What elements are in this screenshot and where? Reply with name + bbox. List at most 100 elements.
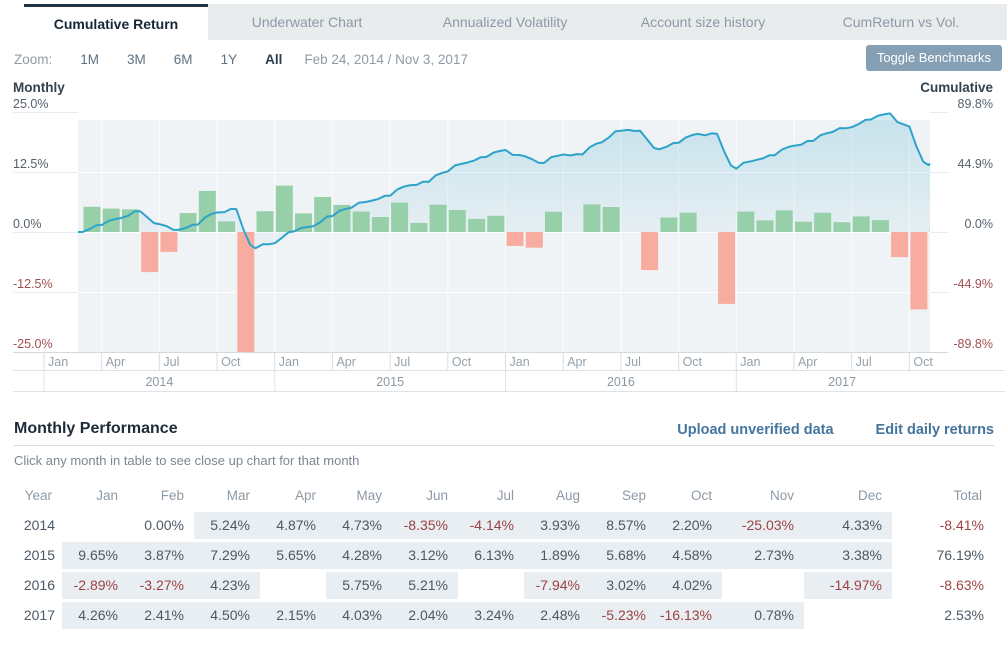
cell-2016-sep[interactable]: 3.02% <box>590 572 656 599</box>
year-label: 2014 <box>23 517 55 533</box>
svg-text:12.5%: 12.5% <box>13 157 48 171</box>
column-header-apr: Apr <box>294 488 316 503</box>
cell-2015-sep[interactable]: 5.68% <box>590 542 656 569</box>
bar-2014-07 <box>160 232 178 252</box>
cell-2015-feb[interactable]: 3.87% <box>128 542 194 569</box>
cell-2017-dec[interactable] <box>804 602 892 629</box>
cell-2014-nov[interactable]: -25.03% <box>722 512 804 539</box>
svg-text:Jul: Jul <box>394 355 410 369</box>
zoom-range-6m[interactable]: 6M <box>173 51 193 67</box>
cell-2016-may[interactable]: 5.75% <box>326 572 392 599</box>
cell-2015-mar[interactable]: 7.29% <box>194 542 260 569</box>
cell-2014-dec[interactable]: 4.33% <box>804 512 892 539</box>
plot-background <box>78 120 930 352</box>
cell-2014-aug[interactable]: 3.93% <box>524 512 590 539</box>
cell-2016-jul[interactable] <box>458 572 524 599</box>
cell-2014-jul[interactable]: -4.14% <box>458 512 524 539</box>
bar-2017-08 <box>871 220 889 232</box>
zoom-range-1y[interactable]: 1Y <box>220 51 238 67</box>
cell-2015-oct[interactable]: 4.58% <box>656 542 722 569</box>
total-cell-2016: -8.63% <box>939 577 984 593</box>
bar-2017-09 <box>891 232 909 258</box>
chart-y-axis-left: Monthly 25.0% 12.5% 0.0% -12.5% -25.0% <box>13 80 65 351</box>
cell-2014-mar[interactable]: 5.24% <box>194 512 260 539</box>
cell-2017-may[interactable]: 4.03% <box>326 602 392 629</box>
bar-2015-06 <box>371 217 389 232</box>
cell-2017-aug[interactable]: 2.48% <box>524 602 590 629</box>
edit-daily-returns-link[interactable]: Edit daily returns <box>875 422 994 438</box>
cell-2015-may[interactable]: 4.28% <box>326 542 392 569</box>
bar-2016-02 <box>525 232 543 248</box>
svg-text:2014: 2014 <box>145 375 173 389</box>
zoom-label: Zoom: <box>14 51 53 67</box>
svg-text:Apr: Apr <box>336 355 355 369</box>
cell-2017-feb[interactable]: 2.41% <box>128 602 194 629</box>
zoom-range-3m[interactable]: 3M <box>127 51 146 67</box>
cell-2015-nov[interactable]: 2.73% <box>722 542 804 569</box>
cell-2015-aug[interactable]: 1.89% <box>524 542 590 569</box>
bar-2014-03 <box>83 206 101 232</box>
column-header-oct: Oct <box>690 488 712 503</box>
svg-text:2017: 2017 <box>828 375 856 389</box>
performance-title: Monthly Performance <box>14 420 178 437</box>
cell-2016-oct[interactable]: 4.02% <box>656 572 722 599</box>
tab-underwater-chart[interactable]: Underwater Chart <box>208 4 406 40</box>
tab-cumreturn-vs-vol[interactable]: CumReturn vs Vol. <box>802 4 1000 40</box>
upload-unverified-data-link[interactable]: Upload unverified data <box>677 422 834 438</box>
cell-2014-apr[interactable]: 4.87% <box>260 512 326 539</box>
cell-2016-jun[interactable]: 5.21% <box>392 572 458 599</box>
zoom-range-all[interactable]: All <box>265 51 283 67</box>
cumulative-return-area <box>78 113 930 249</box>
cell-2016-jan[interactable]: -2.89% <box>62 572 128 599</box>
chart-y-axis-right: Cumulative 89.8% 44.9% 0.0% -44.9% -89.8% <box>920 80 993 351</box>
tab-cumulative-return[interactable]: Cumulative Return <box>24 4 208 40</box>
year-label: 2017 <box>23 607 55 623</box>
column-header-mar: Mar <box>226 488 250 503</box>
bar-2017-07 <box>852 216 870 232</box>
cell-2017-jul[interactable]: 3.24% <box>458 602 524 629</box>
performance-links: Upload unverified data Edit daily return… <box>677 422 994 438</box>
bar-2017-06 <box>833 222 851 232</box>
cell-2014-jan[interactable] <box>62 512 128 539</box>
cell-2016-aug[interactable]: -7.94% <box>524 572 590 599</box>
cell-2014-oct[interactable]: 2.20% <box>656 512 722 539</box>
cell-2014-sep[interactable]: 8.57% <box>590 512 656 539</box>
cell-2017-mar[interactable]: 4.50% <box>194 602 260 629</box>
cell-2016-dec[interactable]: -14.97% <box>804 572 892 599</box>
bar-2016-06 <box>602 207 620 232</box>
cell-2016-feb[interactable]: -3.27% <box>128 572 194 599</box>
cell-2017-apr[interactable]: 2.15% <box>260 602 326 629</box>
cell-2015-apr[interactable]: 5.65% <box>260 542 326 569</box>
cell-2017-nov[interactable]: 0.78% <box>722 602 804 629</box>
svg-text:Oct: Oct <box>452 355 472 369</box>
cell-2015-jan[interactable]: 9.65% <box>62 542 128 569</box>
cell-2015-jul[interactable]: 6.13% <box>458 542 524 569</box>
cell-2015-jun[interactable]: 3.12% <box>392 542 458 569</box>
cell-2016-nov[interactable] <box>722 572 804 599</box>
tab-annualized-volatility[interactable]: Annualized Volatility <box>406 4 604 40</box>
column-header-feb: Feb <box>160 488 184 503</box>
cell-2017-jun[interactable]: 2.04% <box>392 602 458 629</box>
cell-2014-jun[interactable]: -8.35% <box>392 512 458 539</box>
table-row-2015: 2015 9.65% 3.87% 7.29% 5.65% 4.28% 3.12% 6.13% 1… <box>14 542 992 569</box>
bar-2014-09 <box>198 190 216 232</box>
tab-account-size-history[interactable]: Account size history <box>604 4 802 40</box>
cell-2016-apr[interactable] <box>260 572 326 599</box>
year-label: 2015 <box>23 547 55 563</box>
svg-text:Apr: Apr <box>106 355 125 369</box>
bar-2016-01 <box>506 232 524 246</box>
cell-2015-dec[interactable]: 3.38% <box>804 542 892 569</box>
toggle-benchmarks-button[interactable]: Toggle Benchmarks <box>865 45 1002 71</box>
cell-2014-feb[interactable]: 0.00% <box>144 517 184 533</box>
bar-2016-10 <box>679 212 697 232</box>
cell-2014-may[interactable]: 4.73% <box>326 512 392 539</box>
cell-2017-oct[interactable]: -16.13% <box>656 602 722 629</box>
zoom-range-1m[interactable]: 1M <box>80 51 100 67</box>
divider <box>14 445 994 446</box>
cell-2017-jan[interactable]: 4.26% <box>62 602 128 629</box>
total-cell-2017: 2.53% <box>944 607 984 623</box>
monthly-performance-table: Year Jan Feb Mar Apr May Jun Jul Aug Sep Oct Nov Dec… <box>14 484 992 632</box>
cell-2016-mar[interactable]: 4.23% <box>194 572 260 599</box>
bar-2017-10 <box>910 232 928 310</box>
cell-2017-sep[interactable]: -5.23% <box>590 602 656 629</box>
